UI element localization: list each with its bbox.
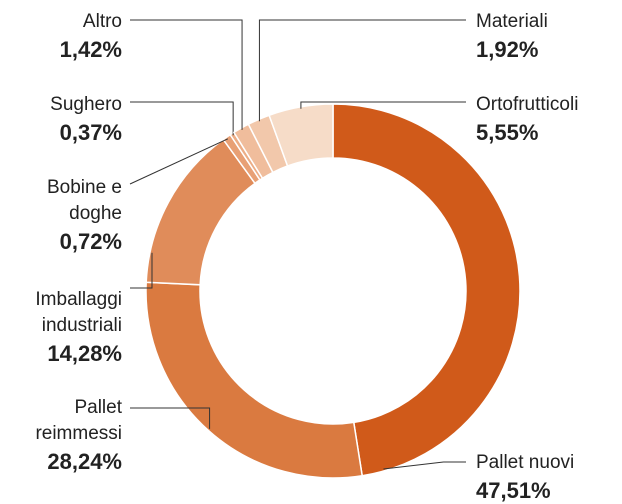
category-name: Pallet nuovi bbox=[476, 452, 575, 473]
slice-label: Pallet nuovi 47,51% bbox=[476, 450, 616, 504]
category-name: Bobine e doghe bbox=[46, 177, 122, 224]
slice-label: Pallet reimmessi 28,24% bbox=[12, 395, 122, 477]
leader-line bbox=[130, 19, 243, 130]
slice-label: Altro 1,42% bbox=[4, 9, 122, 65]
slice-label: Ortofrutticoli 5,55% bbox=[476, 92, 616, 148]
leader-line bbox=[383, 461, 466, 470]
slice-label: Sughero 0,37% bbox=[4, 92, 122, 148]
percent-label: 1,92% bbox=[476, 37, 539, 62]
percent-label: 0,37% bbox=[59, 120, 122, 145]
leader-line bbox=[130, 101, 234, 136]
slice-label: Bobine e doghe 0,72% bbox=[42, 175, 122, 257]
percent-label: 0,72% bbox=[59, 229, 122, 254]
percent-label: 28,24% bbox=[47, 449, 122, 474]
percent-label: 14,28% bbox=[47, 341, 122, 366]
donut-slice bbox=[268, 103, 334, 167]
category-name: Ortofrutticoli bbox=[476, 94, 579, 115]
leader-line bbox=[130, 252, 153, 289]
percent-label: 1,42% bbox=[59, 37, 122, 62]
category-name: Materiali bbox=[476, 11, 548, 32]
donut-slice bbox=[145, 281, 364, 479]
category-name: Sughero bbox=[50, 94, 122, 115]
percent-label: 5,55% bbox=[476, 120, 539, 145]
donut-slice bbox=[332, 103, 521, 477]
leader-line bbox=[258, 19, 466, 122]
slice-label: Imballaggi industriali 14,28% bbox=[4, 287, 122, 369]
category-name: Altro bbox=[82, 11, 122, 32]
leader-line bbox=[130, 407, 211, 429]
percent-label: 47,51% bbox=[476, 478, 551, 503]
category-name: Pallet reimmessi bbox=[35, 397, 122, 444]
leader-line bbox=[129, 138, 229, 185]
slice-label: Materiali 1,92% bbox=[476, 9, 616, 65]
category-name: Imballaggi industriali bbox=[35, 289, 122, 336]
leader-line bbox=[300, 101, 466, 109]
